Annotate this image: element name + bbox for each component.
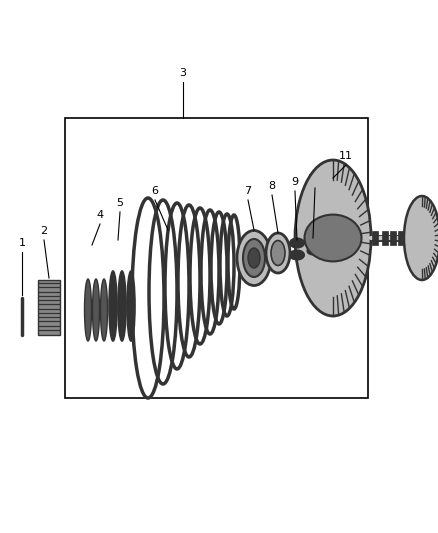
Ellipse shape	[404, 196, 438, 280]
Ellipse shape	[100, 279, 107, 341]
Ellipse shape	[271, 240, 285, 265]
Bar	[372, 231, 378, 245]
Bar	[390, 231, 396, 245]
Ellipse shape	[307, 238, 318, 245]
Ellipse shape	[118, 271, 126, 341]
Text: 3: 3	[180, 68, 187, 78]
Ellipse shape	[243, 239, 265, 277]
Ellipse shape	[307, 247, 318, 254]
Text: 9: 9	[291, 177, 299, 187]
Bar	[38, 280, 60, 335]
Bar	[382, 231, 388, 245]
Ellipse shape	[266, 233, 290, 273]
Ellipse shape	[85, 279, 92, 341]
Text: 10: 10	[308, 174, 322, 184]
Text: 8: 8	[268, 181, 276, 191]
Text: 4: 4	[96, 210, 103, 220]
Ellipse shape	[304, 215, 361, 261]
Ellipse shape	[290, 238, 304, 247]
Ellipse shape	[290, 251, 304, 260]
Text: 1: 1	[18, 238, 25, 248]
Ellipse shape	[109, 271, 117, 341]
Text: 6: 6	[152, 186, 159, 196]
Text: 5: 5	[117, 198, 124, 208]
Ellipse shape	[92, 279, 99, 341]
Text: 2: 2	[40, 226, 48, 236]
Ellipse shape	[295, 160, 371, 316]
Bar	[65, 118, 368, 398]
Bar	[398, 231, 404, 245]
Text: 11: 11	[339, 151, 353, 161]
Ellipse shape	[127, 271, 135, 341]
Text: 7: 7	[244, 186, 251, 196]
Ellipse shape	[237, 230, 271, 286]
Ellipse shape	[248, 248, 260, 268]
